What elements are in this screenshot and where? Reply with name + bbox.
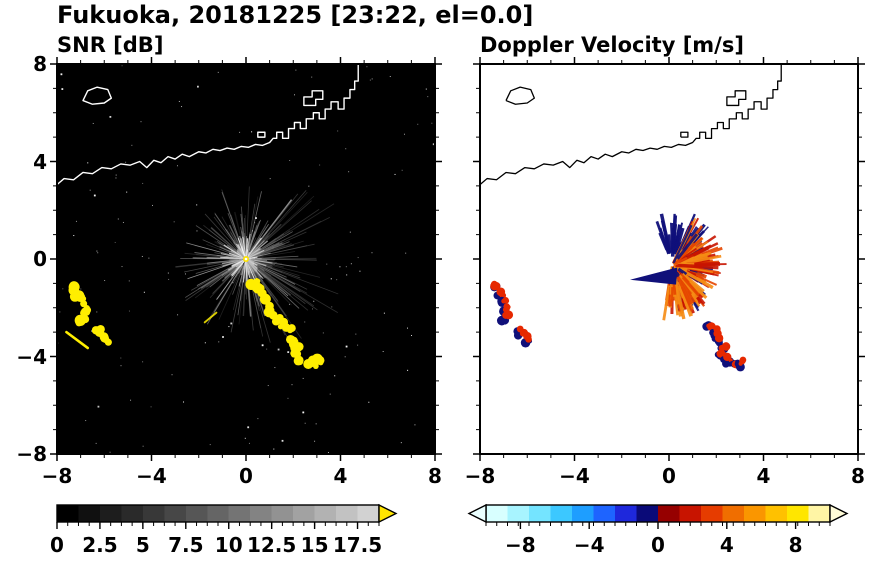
figure-title: Fukuoka, 20181225 [23:22, el=0.0] — [57, 1, 534, 29]
x-tick-label: −4 — [559, 464, 590, 488]
doppler-colorbar — [467, 503, 849, 529]
colorbar-tick-label: −4 — [573, 533, 605, 557]
y-tick-label: 0 — [33, 247, 47, 271]
y-tick-label: 8 — [33, 52, 47, 76]
x-tick-label: 0 — [239, 464, 253, 488]
colorbar-tick-label: 8 — [788, 533, 803, 557]
colorbar-tick-label: 0 — [651, 533, 665, 557]
snr-plot — [50, 57, 442, 461]
y-tick-label: −8 — [16, 442, 47, 466]
y-tick-label: 4 — [33, 149, 47, 174]
doppler-plot-canvas — [480, 64, 858, 454]
doppler-axes-frame — [473, 57, 865, 461]
colorbar-tick-label: 4 — [719, 533, 734, 557]
snr-plot-canvas — [57, 64, 435, 454]
y-tick-label: −4 — [16, 344, 47, 369]
colorbar-tick-label: 0 — [50, 533, 64, 557]
x-tick-label: −8 — [464, 464, 496, 488]
snr-axes-frame — [50, 57, 442, 461]
doppler-plot — [473, 57, 865, 461]
x-tick-label: 4 — [333, 464, 348, 488]
colorbar-tick-label: 2.5 — [82, 533, 118, 557]
snr-colorbar — [56, 503, 398, 529]
colorbar-tick-label: 7.5 — [168, 533, 204, 557]
x-tick-label: 0 — [662, 464, 676, 488]
colorbar-tick-label: 5 — [135, 533, 150, 557]
colorbar-tick-label: 15 — [300, 533, 329, 557]
x-tick-label: −8 — [41, 464, 73, 488]
colorbar-tick-label: −8 — [505, 533, 536, 557]
colorbar-tick-label: 17.5 — [332, 533, 383, 557]
x-tick-label: 8 — [851, 464, 865, 488]
colorbar-tick-label: 10 — [214, 533, 243, 557]
x-tick-label: −4 — [136, 464, 167, 488]
x-tick-label: 4 — [756, 464, 771, 488]
x-tick-label: 8 — [428, 464, 442, 488]
colorbar-tick-label: 12.5 — [246, 533, 297, 557]
doppler-panel-title: Doppler Velocity [m/s] — [480, 33, 744, 57]
snr-panel-title: SNR [dB] — [57, 33, 164, 57]
